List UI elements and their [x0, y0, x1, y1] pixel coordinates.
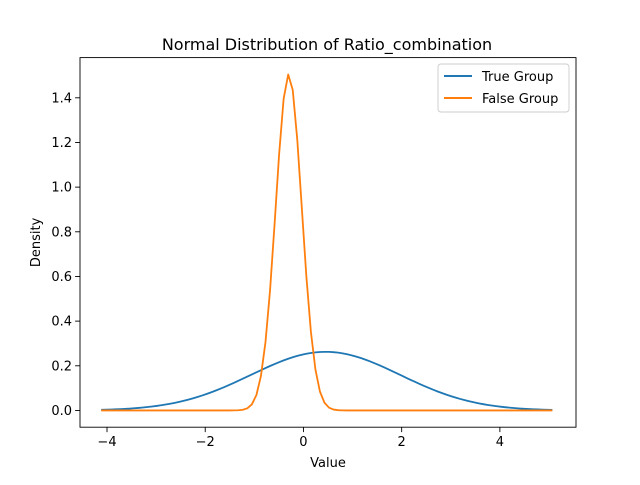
legend-label-false-group: False Group [482, 92, 558, 107]
y-axis-label: Density [29, 217, 44, 267]
y-axis-ticks: 0.0 0.2 0.4 0.6 0.8 1.0 1.2 1.4 [51, 91, 80, 419]
x-axis-ticks: −4 −2 0 2 4 [97, 427, 504, 450]
x-tick-label: 2 [398, 435, 406, 450]
plot-frame [79, 57, 577, 428]
y-tick-label: 0.0 [51, 404, 72, 419]
y-tick-label: 0.8 [51, 225, 72, 240]
x-axis-label: Value [310, 456, 346, 471]
series-lines [101, 73, 553, 412]
x-tick-label: −2 [196, 435, 215, 450]
legend-label-true-group: True Group [481, 70, 553, 85]
x-tick-label: 0 [299, 435, 307, 450]
series-line-false-group [101, 73, 553, 412]
y-tick-label: 0.2 [51, 359, 72, 374]
series-line-true-group [101, 350, 553, 411]
y-tick-label: 0.6 [51, 270, 72, 285]
x-tick-label: −4 [97, 435, 116, 450]
chart-title: Normal Distribution of Ratio_combination [162, 35, 492, 55]
x-tick-label: 4 [496, 435, 504, 450]
y-tick-label: 1.2 [51, 136, 72, 151]
legend: True Group False Group [437, 63, 570, 113]
y-tick-label: 1.4 [51, 91, 72, 106]
y-tick-label: 0.4 [51, 315, 72, 330]
y-tick-label: 1.0 [51, 181, 72, 196]
